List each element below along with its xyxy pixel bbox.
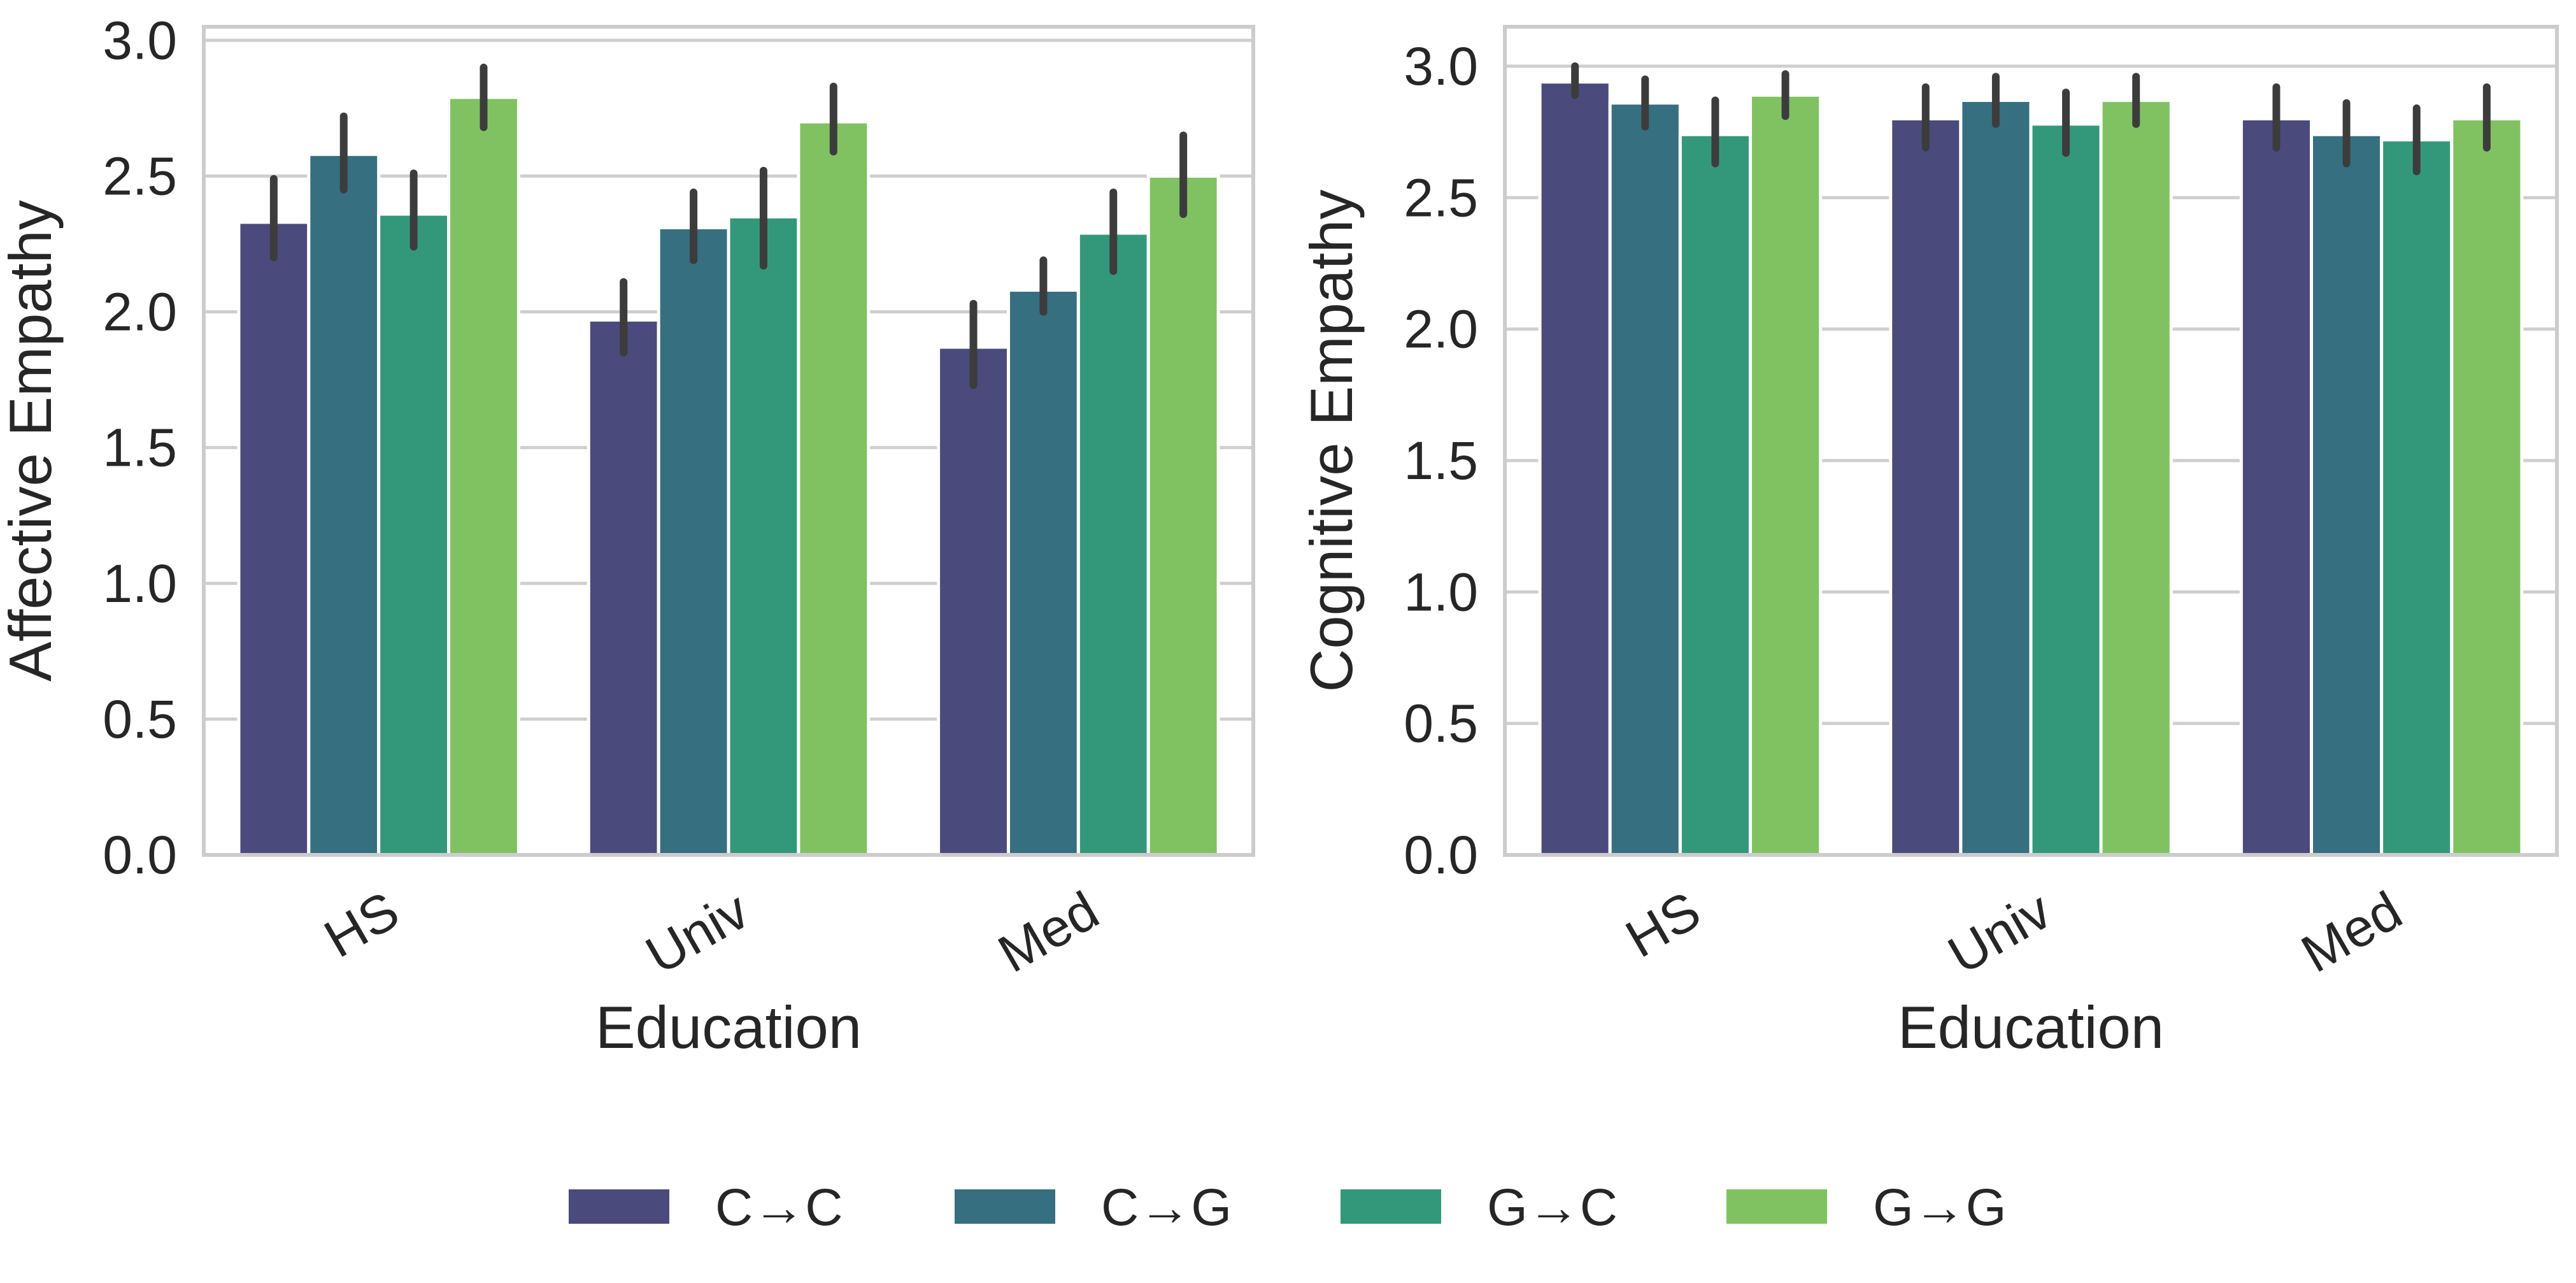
bar-univ-series-2 — [727, 215, 801, 857]
axes-frame — [202, 25, 1255, 857]
bar-med-series-2 — [2380, 138, 2454, 857]
y-tick-label: 3.0 — [103, 10, 177, 70]
bar-univ-series-2 — [2029, 122, 2103, 857]
bar-hs-series-0 — [237, 220, 311, 857]
legend-label-2: G→C — [1487, 1179, 1618, 1236]
legend-swatch-3 — [1726, 1189, 1827, 1224]
x-tick-label: HS — [1616, 880, 1710, 969]
x-tick-label: HS — [315, 880, 409, 969]
y-axis-label: Affective Empathy — [0, 200, 64, 682]
bar-hs-series-2 — [1678, 133, 1752, 857]
y-tick-label: 2.5 — [103, 146, 177, 206]
bar-med-series-2 — [1076, 231, 1150, 857]
legend-label-0: C→C — [715, 1179, 843, 1236]
legend-swatch-0 — [569, 1189, 669, 1224]
bar-med-series-3 — [1146, 174, 1220, 857]
bar-med-series-3 — [2450, 117, 2524, 857]
bar-univ-series-1 — [1959, 99, 2033, 857]
bar-univ-series-0 — [1889, 117, 1963, 857]
y-tick-label: 0.5 — [103, 689, 177, 749]
bar-med-series-0 — [937, 345, 1010, 857]
bar-hs-series-3 — [447, 96, 520, 857]
legend-swatch-1 — [955, 1189, 1055, 1224]
bar-univ-series-1 — [657, 226, 730, 857]
axes-frame — [1503, 25, 2559, 857]
bar-med-series-1 — [2310, 133, 2384, 857]
x-tick-label: Med — [2291, 880, 2412, 984]
affective-empathy-chart: 0.0 0.5 1.0 1.5 2.0 2.5 3.0 HS Univ Med Education A… — [0, 10, 1255, 1061]
x-tick-label: Univ — [1938, 880, 2061, 985]
legend-label-3: G→G — [1873, 1179, 2007, 1236]
y-axis-label: Cognitive Empathy — [1298, 190, 1365, 692]
bar-hs-series-1 — [1608, 101, 1682, 857]
cognitive-empathy-chart: 0.0 0.5 1.0 1.5 2.0 2.5 3.0 HS Univ Med Education C… — [1298, 25, 2559, 1061]
y-tick-label: 1.0 — [103, 554, 177, 613]
y-tick-label: 0.5 — [1404, 694, 1478, 754]
bar-med-series-1 — [1006, 288, 1080, 857]
bar-hs-series-3 — [1748, 93, 1823, 857]
legend-label-1: C→G — [1101, 1179, 1232, 1236]
bar-hs-series-0 — [1538, 80, 1612, 857]
y-tick-label: 3.0 — [1404, 36, 1478, 96]
x-tick-label: Univ — [636, 880, 758, 985]
x-tick-label: Med — [988, 880, 1109, 984]
x-axis-label: Education — [595, 994, 862, 1061]
legend-swatch-2 — [1341, 1189, 1441, 1224]
y-tick-label: 2.0 — [1404, 299, 1478, 359]
y-tick-label: 1.0 — [1404, 562, 1478, 622]
bar-hs-series-1 — [307, 152, 381, 857]
bar-univ-series-3 — [2099, 99, 2173, 857]
bar-hs-series-2 — [377, 212, 451, 857]
y-tick-label: 2.0 — [103, 282, 177, 342]
y-tick-label: 1.5 — [103, 418, 177, 478]
y-tick-label: 0.0 — [103, 825, 177, 885]
x-axis-label: Education — [1898, 994, 2164, 1061]
legend: C→C C→G G→C G→G — [569, 1179, 2007, 1236]
y-tick-label: 0.0 — [1404, 825, 1478, 885]
bar-med-series-0 — [2239, 117, 2314, 857]
bar-univ-series-3 — [797, 120, 871, 857]
bar-univ-series-0 — [587, 318, 660, 857]
y-tick-label: 1.5 — [1404, 431, 1478, 491]
y-tick-label: 2.5 — [1404, 168, 1478, 227]
